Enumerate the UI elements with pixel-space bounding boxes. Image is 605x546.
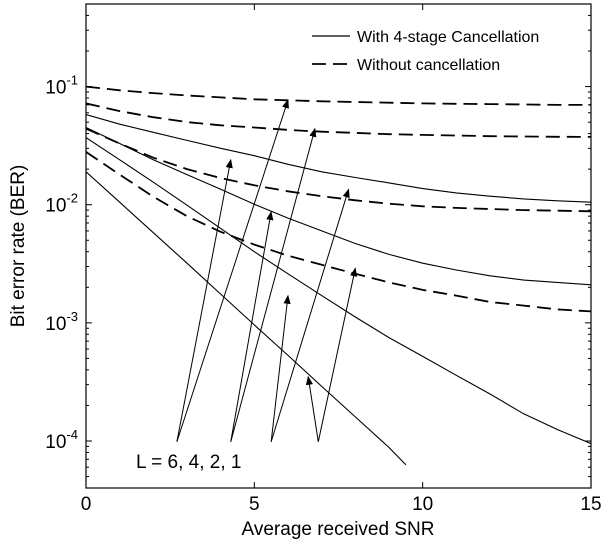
series-line-dashed-L4 [86, 102, 591, 138]
x-axis-label: Average received SNR [242, 519, 435, 540]
x-tick-label: 15 [580, 494, 601, 515]
legend-label-solid: With 4-stage Cancellation [357, 29, 539, 46]
x-tick-label: 5 [249, 494, 260, 515]
x-tick-label: 10 [412, 494, 433, 515]
series-line-solid-L6 [86, 113, 591, 203]
annotation-arrow-L2 [270, 294, 291, 442]
annotation-arrows [176, 99, 358, 442]
annotation-arrow-L1 [317, 267, 358, 442]
series-layer [86, 85, 591, 466]
y-axis-label: Bit error rate (BER) [8, 165, 29, 328]
annotation-arrow-L4 [230, 210, 274, 442]
y-tick-label: 10-1 [45, 73, 78, 99]
series-line-solid-L2 [86, 137, 591, 445]
annotation-arrow-L4 [230, 127, 317, 442]
y-tick-label: 10-2 [45, 191, 78, 217]
annotation-text: L = 6, 4, 2, 1 [136, 452, 241, 473]
annotation-arrow-L6 [176, 158, 233, 442]
series-line-dashed-L6 [86, 85, 591, 106]
series-line-dashed-L2 [86, 127, 591, 213]
x-tick-label: 0 [81, 494, 92, 515]
annotation-arrow-L2 [270, 188, 350, 442]
annotation-arrow-L1 [305, 375, 319, 442]
annotation-arrow-L6 [176, 99, 289, 442]
y-tick-label: 10-4 [45, 427, 78, 453]
plot-area [85, 3, 592, 489]
series-line-dashed-L1 [86, 151, 591, 313]
series-line-solid-L4 [86, 127, 591, 286]
legend-label-dashed: Without cancellation [357, 57, 500, 74]
y-tick-label: 10-3 [45, 309, 78, 335]
series-line-solid-L1 [86, 171, 407, 466]
axis-ticks: 0 5 10 15 10-1 10-2 10-3 10-4 [45, 3, 602, 515]
legend: With 4-stage Cancellation Without cancel… [312, 29, 539, 74]
